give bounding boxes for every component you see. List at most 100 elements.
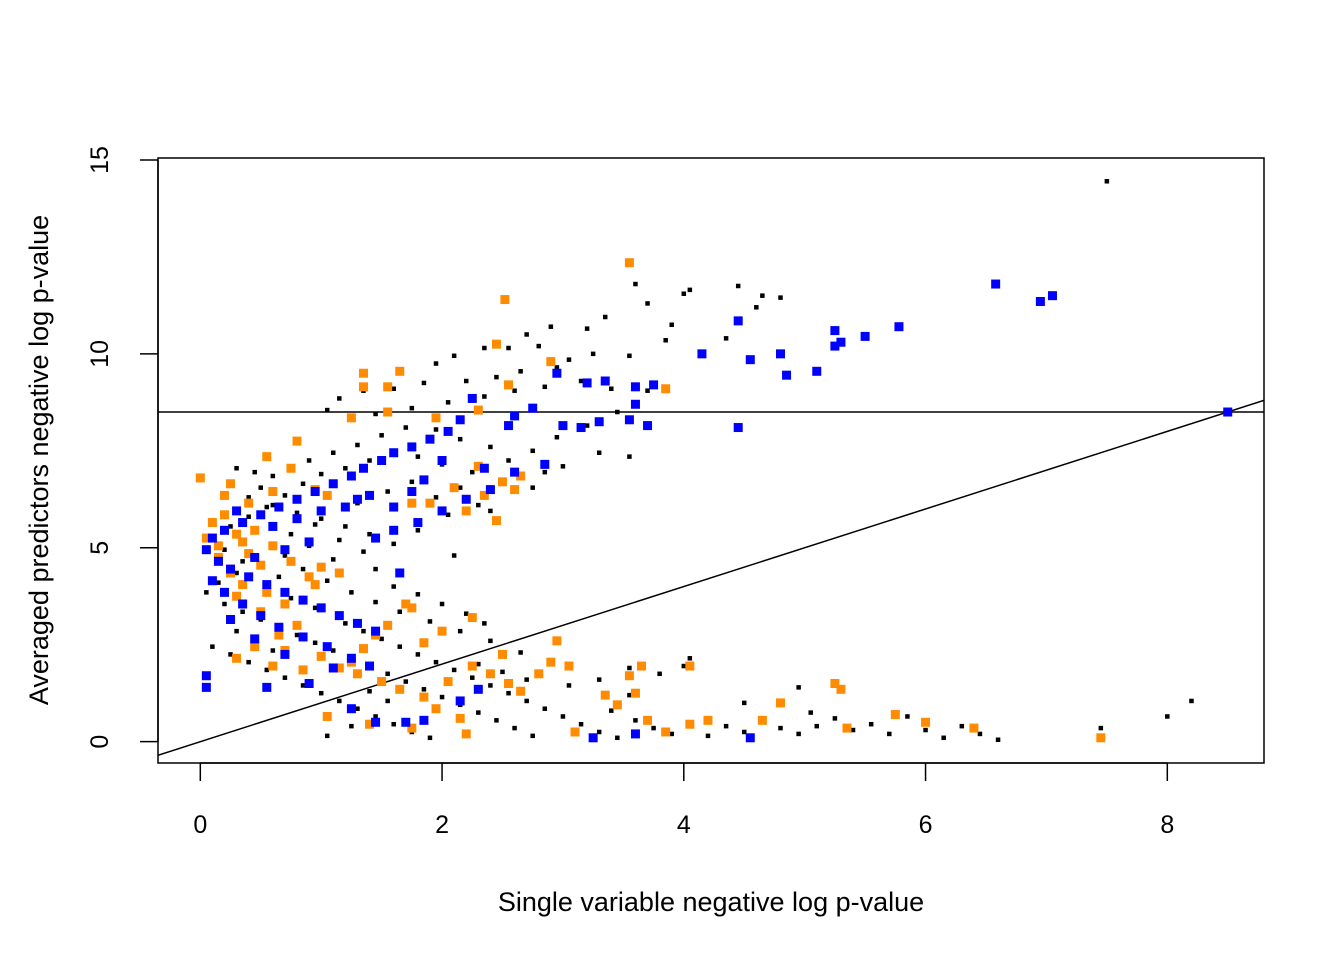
data-point bbox=[280, 545, 290, 555]
data-point bbox=[504, 380, 514, 390]
data-point bbox=[461, 494, 471, 504]
data-point bbox=[343, 466, 348, 471]
data-point bbox=[488, 638, 493, 644]
data-point bbox=[282, 493, 288, 498]
data-point bbox=[334, 611, 344, 621]
data-point bbox=[391, 386, 396, 392]
data-point bbox=[219, 525, 229, 535]
data-point bbox=[377, 456, 387, 465]
data-point bbox=[250, 642, 260, 652]
data-point bbox=[624, 415, 634, 425]
data-point bbox=[609, 386, 614, 392]
data-point bbox=[542, 469, 548, 475]
data-point bbox=[778, 725, 783, 731]
data-point bbox=[959, 723, 965, 729]
data-point bbox=[494, 374, 499, 380]
data-point bbox=[228, 524, 233, 529]
data-point bbox=[343, 524, 348, 529]
data-point bbox=[977, 731, 983, 737]
data-point bbox=[383, 407, 393, 417]
y-tick-label: 15 bbox=[86, 146, 114, 174]
data-point bbox=[488, 444, 493, 450]
data-point bbox=[485, 669, 495, 679]
data-point bbox=[832, 716, 838, 721]
data-point bbox=[479, 463, 489, 473]
data-point bbox=[554, 434, 560, 440]
data-point bbox=[234, 570, 239, 576]
data-point bbox=[328, 479, 338, 489]
data-point bbox=[578, 721, 584, 727]
data-point bbox=[274, 622, 284, 632]
data-point bbox=[226, 479, 236, 489]
data-point bbox=[548, 324, 554, 329]
data-point bbox=[401, 717, 411, 727]
data-point bbox=[331, 450, 336, 455]
data-point bbox=[491, 339, 501, 349]
data-point bbox=[256, 560, 266, 570]
data-point bbox=[596, 677, 602, 682]
data-point bbox=[615, 409, 620, 415]
data-point bbox=[482, 345, 487, 351]
data-point bbox=[397, 609, 402, 614]
data-point bbox=[304, 572, 314, 582]
data-point bbox=[371, 626, 381, 636]
data-point bbox=[385, 671, 390, 677]
data-point bbox=[443, 677, 453, 687]
data-point bbox=[413, 518, 423, 528]
data-point bbox=[645, 301, 650, 306]
data-point bbox=[463, 378, 469, 384]
data-point bbox=[516, 471, 526, 481]
data-point bbox=[371, 533, 381, 543]
data-point bbox=[518, 369, 523, 374]
data-point bbox=[649, 380, 659, 390]
data-point bbox=[941, 735, 946, 741]
data-point bbox=[470, 675, 475, 680]
data-point bbox=[407, 603, 417, 613]
data-point bbox=[240, 559, 245, 564]
data-point bbox=[433, 495, 439, 500]
data-point bbox=[407, 498, 417, 508]
data-point bbox=[476, 710, 481, 715]
data-point bbox=[661, 384, 671, 394]
data-point bbox=[383, 620, 393, 630]
data-point bbox=[461, 729, 471, 739]
data-point bbox=[439, 601, 445, 607]
data-point bbox=[310, 580, 320, 590]
data-point bbox=[778, 295, 783, 300]
data-point bbox=[796, 685, 801, 690]
data-point bbox=[391, 541, 396, 547]
identity-line bbox=[158, 399, 1264, 756]
data-point bbox=[657, 671, 662, 677]
data-point bbox=[624, 671, 634, 681]
data-point bbox=[745, 733, 755, 743]
data-point bbox=[213, 541, 223, 551]
data-point bbox=[371, 717, 381, 727]
data-point bbox=[488, 683, 493, 688]
data-point bbox=[584, 423, 590, 428]
data-point bbox=[262, 452, 272, 462]
data-point bbox=[612, 700, 622, 710]
data-point bbox=[485, 485, 495, 495]
data-point bbox=[312, 605, 318, 611]
data-point bbox=[282, 553, 288, 558]
data-point bbox=[1189, 698, 1194, 704]
data-point bbox=[300, 683, 306, 688]
y-tick-label: 0 bbox=[86, 735, 114, 749]
data-point bbox=[757, 715, 767, 725]
data-point bbox=[280, 649, 290, 659]
data-point bbox=[228, 652, 233, 657]
data-point bbox=[322, 642, 332, 652]
data-point bbox=[830, 678, 840, 688]
data-point bbox=[445, 512, 451, 518]
data-point bbox=[455, 713, 465, 723]
data-point bbox=[512, 725, 517, 731]
y-tick-label: 5 bbox=[86, 541, 114, 555]
data-point bbox=[433, 361, 439, 366]
data-point bbox=[373, 599, 378, 605]
data-point bbox=[395, 366, 405, 376]
data-point bbox=[596, 450, 602, 455]
data-point bbox=[298, 595, 308, 605]
data-point bbox=[500, 669, 505, 675]
data-point bbox=[467, 661, 477, 671]
data-point bbox=[349, 590, 354, 595]
